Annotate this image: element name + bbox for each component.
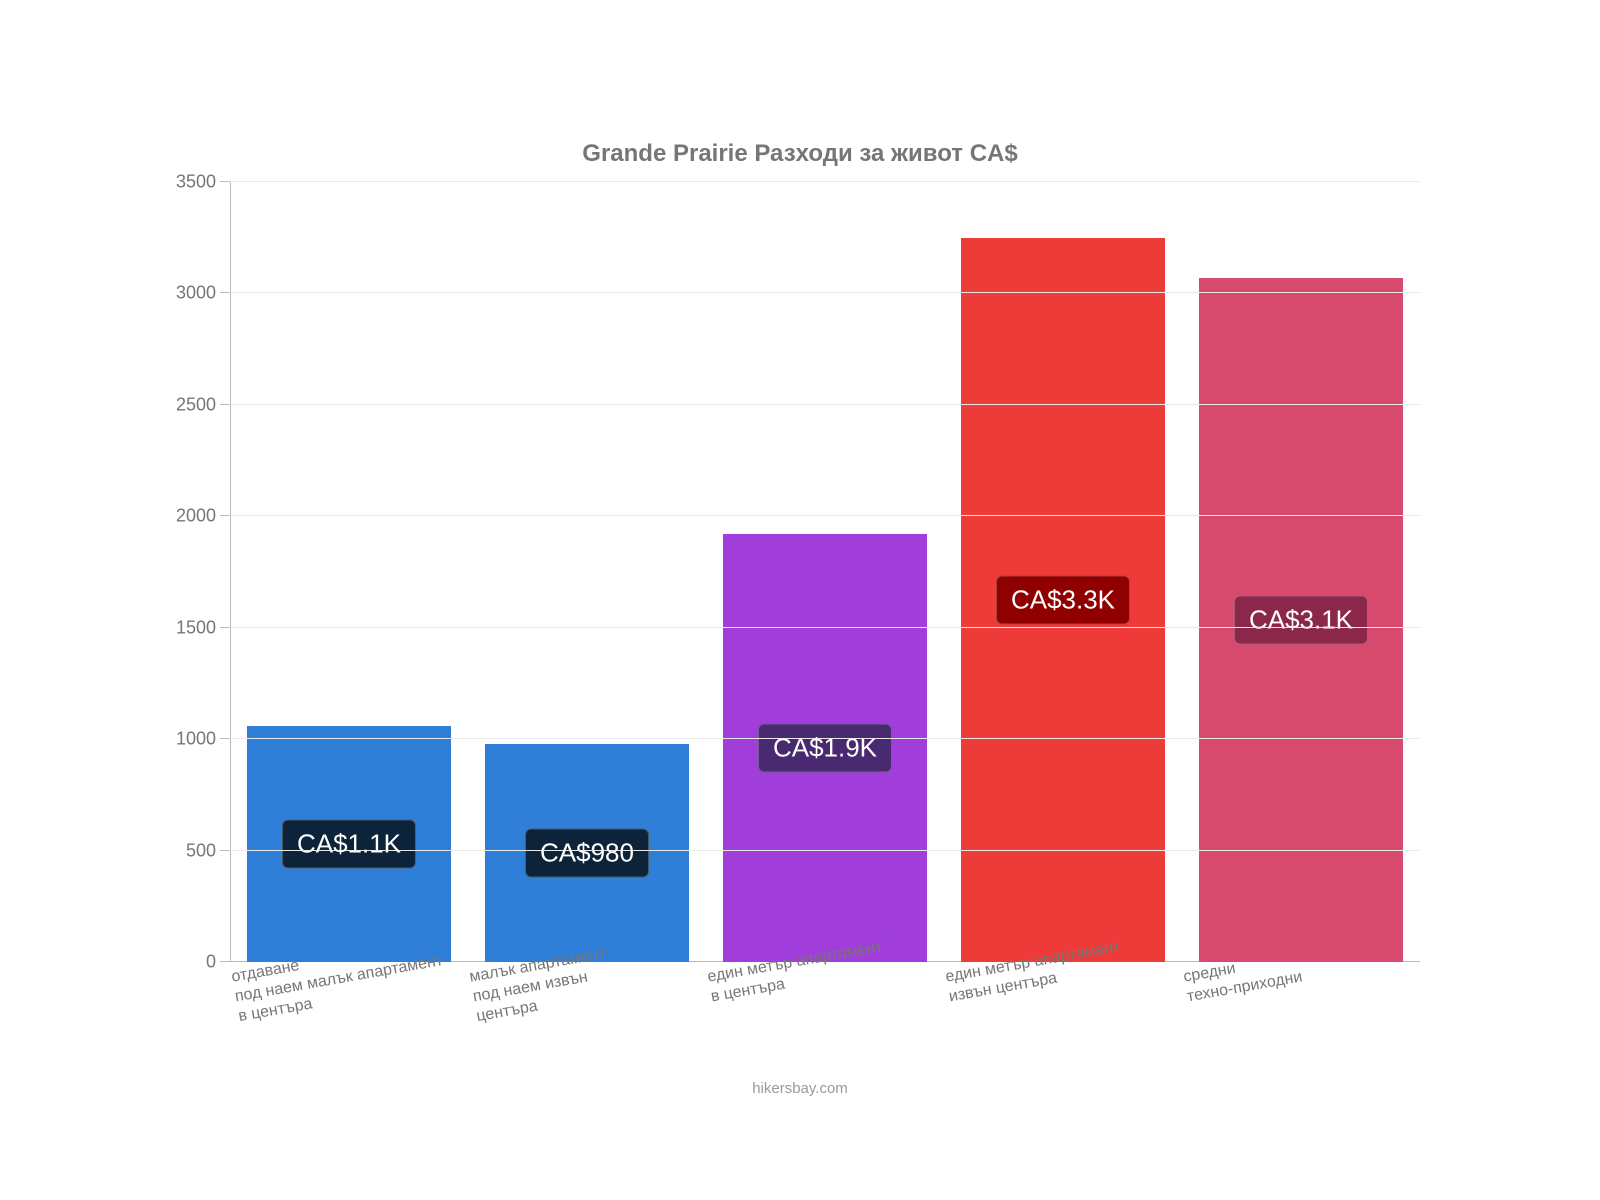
value-badge: CA$980: [525, 828, 649, 877]
y-tick-label: 0: [206, 952, 230, 973]
plot-area: CA$1.1KCA$980CA$1.9KCA$3.3KCA$3.1K 05001…: [230, 182, 1420, 962]
credit-text: hikersbay.com: [160, 1080, 1440, 1097]
x-label-slot: отдаване под наем малък апартамент в цен…: [230, 962, 468, 1062]
y-tick-label: 2000: [176, 506, 230, 527]
grid-line: [230, 181, 1420, 182]
grid-line: [230, 850, 1420, 851]
chart-title: Grande Prairie Разходи за живот CA$: [160, 140, 1440, 168]
bar: CA$3.1K: [1199, 278, 1404, 962]
bar-slot: CA$1.9K: [706, 182, 944, 962]
y-tick-label: 1000: [176, 729, 230, 750]
cost-of-living-bar-chart: Grande Prairie Разходи за живот CA$ CA$1…: [160, 120, 1440, 1080]
x-axis-labels: отдаване под наем малък апартамент в цен…: [230, 962, 1420, 1062]
bar: CA$980: [485, 744, 690, 962]
y-tick-label: 2500: [176, 394, 230, 415]
bar-slot: CA$3.1K: [1182, 182, 1420, 962]
value-badge: CA$1.1K: [282, 819, 416, 868]
grid-line: [230, 404, 1420, 405]
y-tick-label: 1500: [176, 617, 230, 638]
grid-line: [230, 515, 1420, 516]
bar: CA$3.3K: [961, 238, 1166, 962]
x-label-slot: един метър апартамент извън центъра: [944, 962, 1182, 1062]
bar-slot: CA$3.3K: [944, 182, 1182, 962]
value-badge: CA$3.1K: [1234, 595, 1368, 644]
x-label-slot: малък апартамент под наем извън центъра: [468, 962, 706, 1062]
bar-slot: CA$980: [468, 182, 706, 962]
x-label-slot: един метър апартамент в центъра: [706, 962, 944, 1062]
value-badge: CA$1.9K: [758, 724, 892, 773]
bar: CA$1.1K: [247, 726, 452, 962]
bars-container: CA$1.1K CA$980 CA$1.9K CA$3.3K CA$3.1K: [230, 182, 1420, 962]
bar-slot: CA$1.1K: [230, 182, 468, 962]
y-tick-label: 3000: [176, 283, 230, 304]
x-label-slot: средни техно-приходни: [1182, 962, 1420, 1062]
bar: CA$1.9K: [723, 534, 928, 962]
y-tick-label: 3500: [176, 172, 230, 193]
grid-line: [230, 292, 1420, 293]
grid-line: [230, 738, 1420, 739]
grid-line: [230, 627, 1420, 628]
y-tick-label: 500: [186, 840, 230, 861]
value-badge: CA$3.3K: [996, 575, 1130, 624]
